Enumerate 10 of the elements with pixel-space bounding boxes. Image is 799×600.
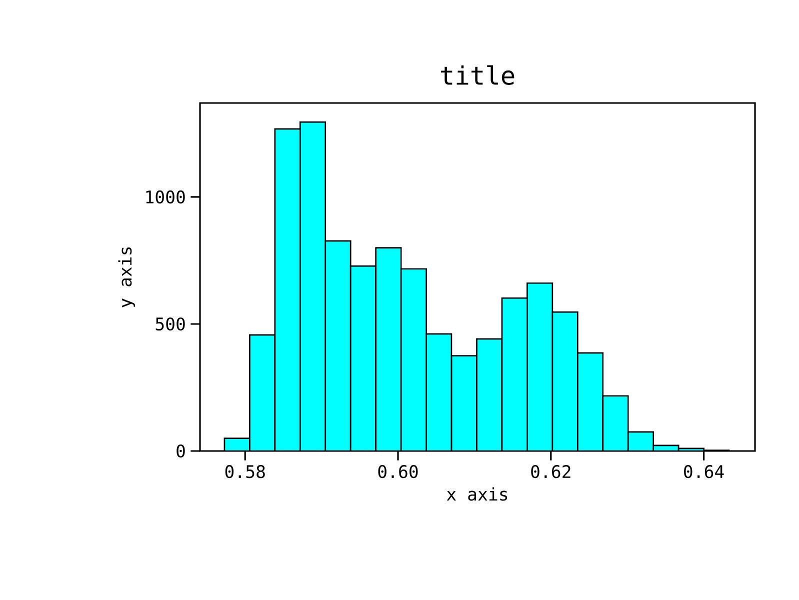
- x-tick-label: 0.64: [684, 465, 724, 478]
- y-tick-label: 1000: [146, 190, 185, 204]
- x-tick-label: 0.58: [225, 465, 265, 478]
- y-tick-label: 500: [156, 317, 185, 331]
- x-tick-label: 0.60: [378, 465, 418, 478]
- y-axis-title: y axis: [118, 247, 136, 308]
- x-tick-label: 0.62: [531, 465, 570, 478]
- y-tick-label: 0: [176, 444, 185, 458]
- chart-title: title: [440, 65, 514, 85]
- x-axis-title: x axis: [446, 487, 508, 501]
